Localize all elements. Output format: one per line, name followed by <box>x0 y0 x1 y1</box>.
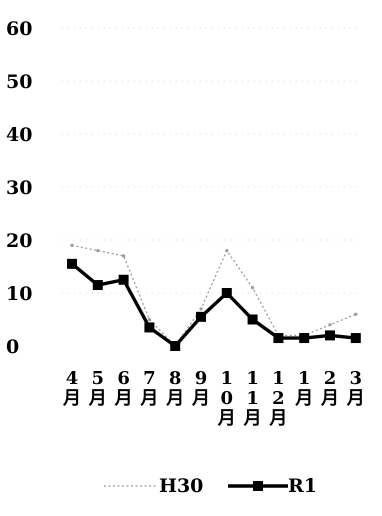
y-tick-label: 40 <box>6 124 32 146</box>
x-tick-label-part: 月 <box>346 388 365 409</box>
legend: H30 R1 <box>104 475 317 497</box>
x-tick-label-part: 6 <box>117 368 130 389</box>
data-point-R1 <box>196 311 206 322</box>
series-R1 <box>67 258 361 351</box>
data-point-R1 <box>221 288 232 298</box>
legend-item-H30: H30 <box>104 475 203 497</box>
x-tick-label-part: 月 <box>294 388 313 409</box>
x-tick-label-part: 月 <box>191 388 210 409</box>
x-tick-label-part: 月 <box>114 388 133 409</box>
x-tick-label-part: 月 <box>165 388 184 409</box>
data-point-R1 <box>170 341 181 351</box>
x-tick-label-part: 1 <box>298 368 311 389</box>
series-lines <box>67 243 361 351</box>
series-line-H30 <box>71 244 357 347</box>
y-tick-label: 30 <box>6 177 32 199</box>
x-tick-label-part: 8 <box>169 368 182 389</box>
data-point-R1 <box>247 314 258 325</box>
x-tick-label: 12月 <box>268 368 287 429</box>
y-axis-tick-labels: 0 10 20 30 40 50 60 <box>6 18 32 358</box>
x-tick-label-part: 3 <box>350 368 363 389</box>
x-tick-label: 1月 <box>294 368 313 409</box>
gridlines <box>62 27 360 294</box>
x-tick-label-part: 月 <box>217 408 236 429</box>
x-tick-label-part: 0 <box>221 388 234 409</box>
x-tick-label-part: 5 <box>92 368 105 389</box>
data-point-H30 <box>354 312 358 316</box>
data-point-H30 <box>70 243 74 247</box>
data-point-R1 <box>299 333 310 344</box>
x-tick-label-part: 月 <box>243 408 262 429</box>
x-tick-label: 5月 <box>88 368 107 409</box>
x-tick-label: 11月 <box>243 368 262 429</box>
x-tick-label-part: 4 <box>66 368 79 389</box>
data-point-R1 <box>92 280 103 291</box>
legend-label: R1 <box>288 475 317 497</box>
y-tick-label: 0 <box>6 336 19 358</box>
x-tick-label: 9月 <box>191 368 210 409</box>
x-tick-label-part: 1 <box>246 368 259 389</box>
data-point-H30 <box>147 317 151 322</box>
legend-item-R1: R1 <box>228 475 317 497</box>
x-tick-label: 7月 <box>139 368 158 409</box>
x-tick-label-part: 1 <box>246 388 259 409</box>
data-point-R1 <box>144 322 155 333</box>
y-tick-label: 50 <box>6 71 32 93</box>
x-tick-label-part: 7 <box>143 368 156 389</box>
data-point-H30 <box>251 286 255 290</box>
x-tick-label-part: 2 <box>272 388 285 409</box>
x-tick-label: 3月 <box>346 368 365 409</box>
x-tick-label-part: 2 <box>324 368 337 389</box>
data-point-R1 <box>325 330 335 341</box>
legend-label: H30 <box>159 475 203 497</box>
x-tick-label: 2月 <box>320 368 339 409</box>
x-tick-label: 8月 <box>165 368 184 409</box>
data-point-R1 <box>273 333 284 344</box>
data-point-H30 <box>96 249 100 253</box>
series-line-R1 <box>70 262 356 348</box>
series-H30 <box>70 243 358 348</box>
data-point-R1 <box>118 274 129 285</box>
x-tick-label-part: 月 <box>139 388 158 409</box>
x-tick-label: 10月 <box>217 368 236 429</box>
y-tick-label: 20 <box>6 230 32 252</box>
x-tick-label: 6月 <box>114 368 133 409</box>
y-tick-label: 10 <box>6 283 32 305</box>
x-tick-label-part: 1 <box>272 368 285 389</box>
data-point-R1 <box>350 333 361 344</box>
x-tick-label-part: 月 <box>320 388 339 409</box>
x-tick-label-part: 月 <box>268 408 287 429</box>
x-tick-label-part: 月 <box>88 388 107 409</box>
x-tick-label-part: 月 <box>62 388 81 409</box>
legend-swatch-marker <box>253 481 263 491</box>
data-point-H30 <box>225 249 229 253</box>
y-tick-label: 60 <box>6 18 32 40</box>
data-point-H30 <box>328 323 332 327</box>
x-tick-label-part: 1 <box>221 368 234 389</box>
data-point-R1 <box>67 258 77 269</box>
data-point-H30 <box>122 254 126 258</box>
x-tick-label-part: 9 <box>195 368 208 389</box>
data-point-H30 <box>199 307 203 311</box>
x-tick-label: 4月 <box>62 368 81 409</box>
